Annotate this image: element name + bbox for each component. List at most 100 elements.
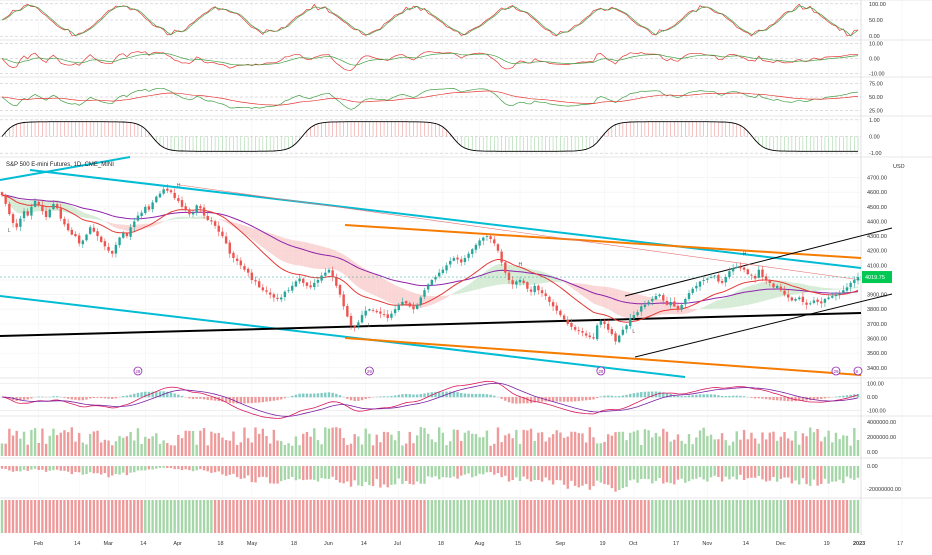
candle-body — [846, 287, 848, 290]
cum-volume-bar — [295, 466, 297, 480]
candle-body — [567, 320, 569, 324]
macd-histogram-bar — [695, 395, 697, 398]
cum-volume-bar — [515, 466, 517, 477]
volume-bar — [710, 435, 712, 456]
candle-body — [89, 227, 91, 234]
cloud-segment — [458, 289, 462, 294]
volume-bar — [769, 433, 771, 456]
volume-bar — [714, 439, 716, 456]
candle-body — [548, 297, 550, 302]
cloud-segment — [755, 283, 759, 303]
volume-bar — [813, 432, 815, 456]
cum-volume-bar — [251, 466, 253, 482]
volume-bar — [669, 442, 671, 456]
candle-body — [530, 290, 532, 292]
trend-bar — [585, 500, 587, 533]
macd-histogram-bar — [772, 397, 774, 400]
trend-bar — [45, 500, 47, 533]
macd-histogram-bar — [835, 397, 837, 398]
candle-body — [831, 296, 833, 298]
volume-bar — [78, 433, 80, 456]
orange-channel-upper — [345, 225, 861, 258]
event-circle-label: 29 — [135, 369, 141, 374]
candle-body — [493, 239, 495, 243]
trend-bar — [500, 500, 502, 533]
trend-bar — [273, 500, 275, 533]
candle-body — [471, 249, 473, 254]
cum-volume-bar — [574, 466, 576, 486]
cum-volume-bar — [747, 466, 749, 478]
volume-bar — [324, 427, 326, 456]
candle-body — [750, 275, 752, 276]
cum-volume-bar — [41, 466, 43, 470]
cloud-segment — [329, 248, 333, 269]
volume-bar — [269, 444, 271, 456]
candle-body — [578, 330, 580, 331]
osc-tick-label: 25.00 — [869, 109, 883, 115]
candle-body — [251, 273, 253, 280]
candle-body — [291, 286, 293, 291]
candle-body — [427, 284, 429, 289]
candle-body — [732, 268, 734, 271]
macd-histogram-bar — [633, 393, 635, 397]
trend-bar — [780, 500, 782, 533]
volume-bar — [353, 434, 355, 456]
trend-bar — [52, 500, 54, 533]
trend-bar — [772, 500, 774, 533]
cum-volume-bar — [236, 466, 238, 477]
candle-body — [453, 258, 455, 261]
cum-volume-bar — [787, 466, 789, 478]
trend-bar — [592, 500, 594, 533]
volume-bar — [357, 436, 359, 456]
macd-histogram-bar — [589, 397, 591, 400]
cum-volume-bar — [684, 466, 686, 483]
candle-body — [34, 201, 36, 207]
candle-body — [192, 213, 194, 215]
candle-body — [736, 267, 738, 268]
osc-tick-label: 50.00 — [869, 95, 883, 101]
cloud-segment — [796, 283, 800, 295]
macd-histogram-bar — [129, 395, 131, 398]
cum-volume-bar — [177, 466, 179, 469]
macd-histogram-bar — [592, 397, 594, 399]
volume-bar — [247, 438, 249, 456]
candle-body — [287, 290, 289, 291]
cloud-segment — [461, 287, 465, 293]
macd-histogram-bar — [350, 397, 352, 400]
cum-volume-bar — [464, 466, 466, 475]
candle-body — [849, 283, 851, 287]
macd-histogram-bar — [27, 397, 29, 399]
volume-bar — [783, 432, 785, 456]
cum-volume-bar — [794, 466, 796, 481]
volume-bar — [27, 445, 29, 456]
candle-body — [827, 298, 829, 299]
candle-body — [475, 245, 477, 250]
time-axis-label: 17 — [897, 541, 903, 547]
cloud-segment — [608, 287, 612, 311]
trend-bar — [56, 500, 58, 533]
time-axis-label: 18 — [217, 541, 223, 547]
cloud-segment — [788, 282, 792, 296]
cum-volume-bar — [387, 466, 389, 487]
cloud-segment — [156, 222, 160, 225]
trend-bar — [30, 500, 32, 533]
cloud-segment — [171, 218, 175, 220]
candle-body — [478, 240, 480, 245]
cum-volume-bar — [592, 466, 594, 486]
cloud-segment — [311, 243, 315, 268]
cloud-segment — [693, 309, 697, 312]
volume-bar — [611, 436, 613, 456]
volume-bar — [578, 433, 580, 456]
cum-volume-bar — [548, 466, 550, 480]
macd-histogram-bar — [710, 394, 712, 397]
trend-bar — [831, 500, 833, 533]
candle-body — [4, 195, 6, 204]
cum-volume-bar — [148, 466, 150, 469]
volume-bar — [489, 446, 491, 456]
currency-label: USD — [893, 164, 905, 170]
trend-bar — [732, 500, 734, 533]
cum-volume-bar — [184, 466, 186, 469]
volume-bar — [739, 440, 741, 456]
cloud-segment — [120, 224, 124, 229]
cum-volume-bar — [320, 466, 322, 478]
